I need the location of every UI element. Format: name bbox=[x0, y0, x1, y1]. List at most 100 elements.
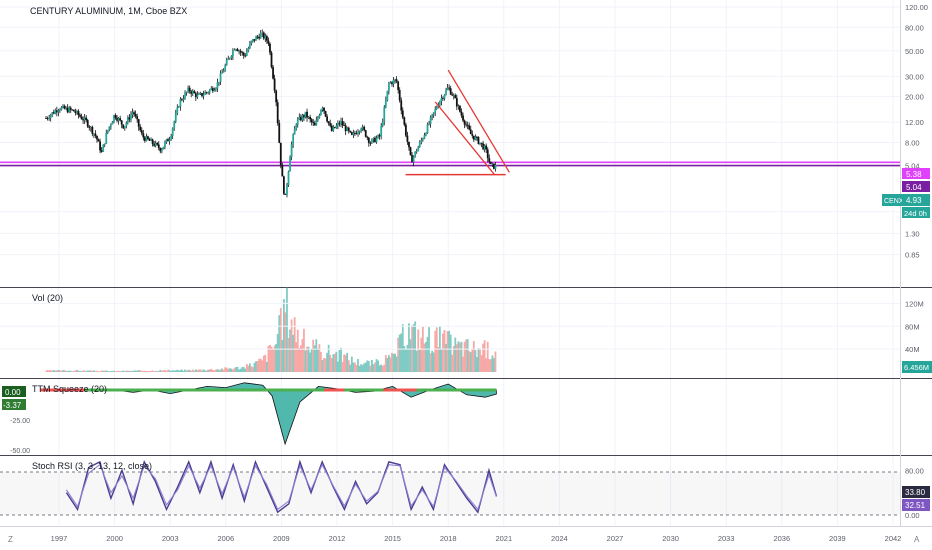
candle-body bbox=[194, 93, 197, 98]
volume-bar bbox=[262, 355, 265, 372]
volume-bar bbox=[143, 370, 146, 372]
candle-body bbox=[250, 40, 253, 44]
volume-bar bbox=[242, 366, 245, 372]
stoch-axis-tick: 80.00 bbox=[905, 466, 924, 475]
candle-body bbox=[96, 135, 98, 140]
candle-body bbox=[343, 125, 346, 126]
volume-bar bbox=[389, 357, 392, 372]
candle-body bbox=[459, 105, 461, 112]
volume-bar bbox=[367, 361, 370, 372]
candle-body bbox=[131, 112, 134, 115]
volume-bar bbox=[236, 366, 239, 372]
price-axis[interactable]: 120.00 80.00 50.00 30.00 20.00 12.00 8.00 5.04 2… bbox=[905, 3, 928, 260]
volume-bar bbox=[211, 369, 214, 372]
candle-body bbox=[157, 144, 160, 149]
candle-body bbox=[284, 193, 287, 195]
volume-bar bbox=[401, 324, 404, 372]
volume-bar bbox=[187, 369, 190, 372]
corner-left-label[interactable]: Z bbox=[8, 535, 13, 544]
candle-body bbox=[86, 120, 89, 127]
volume-bar bbox=[289, 329, 291, 372]
candle-body bbox=[88, 126, 91, 128]
candle-body bbox=[392, 79, 395, 85]
squeeze-badge-bottom: -3.37 bbox=[3, 401, 22, 410]
candle-body bbox=[377, 135, 379, 139]
candle-body bbox=[352, 132, 355, 135]
countdown-tag: 24d 0h bbox=[902, 207, 930, 218]
candle-body bbox=[347, 127, 350, 131]
volume-bar bbox=[59, 370, 61, 372]
candle-body bbox=[204, 92, 207, 95]
volume-bar bbox=[177, 370, 180, 372]
volume-bar bbox=[380, 364, 383, 372]
candle-body bbox=[469, 129, 472, 135]
volume-bar bbox=[97, 371, 100, 372]
candle-body bbox=[140, 130, 143, 134]
volume-bar bbox=[276, 333, 279, 372]
candle-body bbox=[55, 110, 58, 113]
squeeze-label: TTM Squeeze (20) bbox=[32, 384, 107, 394]
candle-body bbox=[387, 83, 390, 91]
candle-body bbox=[354, 132, 356, 134]
candle-body bbox=[71, 109, 74, 111]
candle-body bbox=[60, 107, 63, 110]
volume-bar bbox=[295, 342, 298, 372]
candle-body bbox=[358, 131, 361, 133]
volume-bar bbox=[304, 350, 307, 372]
volume-bar bbox=[224, 367, 227, 372]
volume-bar bbox=[198, 369, 200, 372]
volume-bar bbox=[329, 354, 332, 372]
volume-bar bbox=[93, 370, 95, 372]
candle-body bbox=[259, 33, 262, 39]
squeeze-axis-tick: -25.00 bbox=[10, 418, 30, 425]
trend-line-lower[interactable] bbox=[434, 101, 496, 176]
volume-bar bbox=[77, 370, 80, 372]
candle-body bbox=[126, 117, 129, 123]
corner-right-label[interactable]: A bbox=[914, 535, 920, 544]
candle-body bbox=[216, 82, 219, 89]
time-axis[interactable]: 1997 2000 2003 2006 2009 2012 2015 2018 2021 2024… bbox=[51, 534, 902, 543]
candle-body bbox=[182, 98, 185, 100]
candle-body bbox=[446, 87, 449, 90]
volume-bar bbox=[415, 350, 418, 372]
volume-bar bbox=[426, 337, 429, 372]
stoch-rsi-pane[interactable] bbox=[0, 459, 900, 516]
candle-body bbox=[435, 107, 438, 109]
volume-bar bbox=[156, 370, 159, 372]
candle-body bbox=[471, 134, 474, 136]
volume-bar bbox=[179, 369, 182, 372]
candle-body bbox=[265, 36, 268, 41]
candle-body bbox=[45, 118, 47, 119]
candle-body bbox=[102, 144, 105, 152]
price-pane[interactable] bbox=[0, 29, 900, 198]
candle-body bbox=[375, 138, 378, 143]
candle-body bbox=[412, 156, 415, 163]
candle-body bbox=[176, 107, 179, 114]
trend-line-upper[interactable] bbox=[447, 69, 510, 173]
volume-pane[interactable] bbox=[45, 287, 497, 372]
time-axis-tick: 1997 bbox=[51, 534, 68, 543]
price-axis-tick: 80.00 bbox=[905, 23, 924, 32]
time-axis-tick: 2018 bbox=[440, 534, 457, 543]
candle-body bbox=[425, 133, 427, 136]
candle-body bbox=[369, 142, 372, 144]
candle-body bbox=[310, 119, 313, 123]
candle-body bbox=[221, 72, 223, 74]
volume-bar bbox=[238, 369, 240, 372]
volume-bar bbox=[164, 369, 166, 372]
volume-bar bbox=[126, 370, 129, 372]
time-axis-tick: 2024 bbox=[551, 534, 568, 543]
candle-body bbox=[301, 115, 304, 121]
volume-bar bbox=[397, 337, 400, 372]
candle-body bbox=[417, 146, 420, 152]
candle-body bbox=[452, 95, 455, 97]
candle-body bbox=[344, 125, 347, 132]
candle-body bbox=[451, 94, 454, 96]
volume-bar bbox=[245, 363, 248, 372]
candle-body bbox=[316, 117, 319, 121]
candle-body bbox=[397, 81, 400, 90]
volume-bar bbox=[457, 341, 460, 372]
volume-bar bbox=[392, 353, 395, 372]
squeeze-pane[interactable] bbox=[40, 382, 497, 446]
price-axis-tick: 20.00 bbox=[905, 93, 924, 102]
